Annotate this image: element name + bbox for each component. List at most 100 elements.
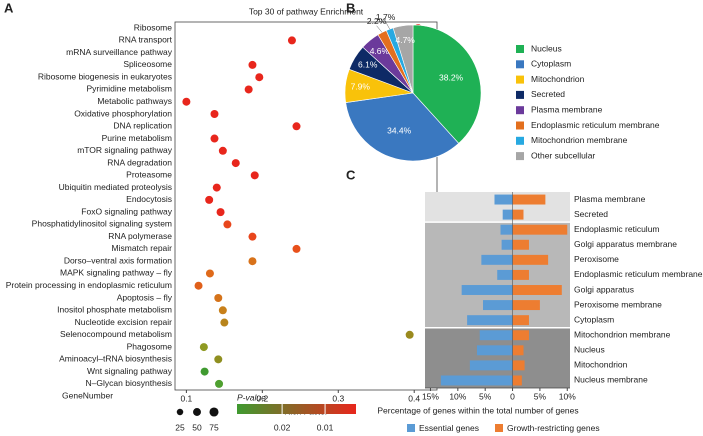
legend-label: Cytoplasm [531, 59, 571, 69]
y-tick-label: Phosphatidylinositol signaling system [32, 219, 172, 229]
size-legend-label: 50 [192, 422, 202, 432]
slice-label: 2.2% [367, 16, 387, 26]
y-tick-label: FoxO signaling pathway [81, 206, 172, 216]
dot [205, 195, 214, 204]
dot [214, 355, 223, 364]
bar [502, 209, 513, 220]
y-tick-label: Nucleus [574, 345, 605, 355]
panel-label: B [346, 0, 355, 15]
dot [212, 183, 221, 192]
y-tick-label: Ribosome biogenesis in eukaryotes [38, 71, 172, 81]
dot [244, 85, 253, 94]
bar [497, 269, 513, 280]
y-tick-label: Mismatch repair [112, 243, 173, 253]
dot [220, 318, 229, 327]
leader-line [376, 25, 383, 33]
y-tick-label: mRNA surveillance pathway [66, 47, 173, 57]
legend-swatch [516, 121, 524, 130]
y-tick-label: Peroxisome [574, 254, 619, 264]
y-tick-label: RNA polymerase [108, 231, 172, 241]
dot [215, 379, 224, 388]
y-tick-label: RNA degradation [107, 157, 172, 167]
legend-swatch [516, 106, 524, 115]
pie-slice [412, 24, 482, 144]
slice-label: 34.4% [387, 126, 412, 136]
bar [483, 300, 513, 311]
bar [512, 330, 529, 341]
chart-title: Top 30 of pathway Enrichment [249, 6, 364, 16]
y-tick-label: Ubiquitin mediated proteolysis [59, 182, 172, 192]
x-tick-label: 0.1 [180, 393, 192, 403]
dot [248, 60, 257, 69]
dot [210, 134, 219, 143]
size-legend-title: GeneNumber [62, 390, 113, 400]
legend-label: Endoplasmic reticulum membrane [531, 120, 660, 130]
dot [223, 220, 232, 229]
bar [501, 239, 513, 250]
y-tick-label: Endoplasmic reticulum [574, 224, 660, 234]
y-tick-label: Cytoplasm [574, 314, 614, 324]
bar [461, 285, 513, 295]
dot [216, 208, 225, 217]
bar [512, 224, 568, 235]
legend-label: Other subcellular [531, 150, 595, 160]
y-tick-label: Aminoacyl–tRNA biosynthesis [59, 354, 172, 364]
y-tick-label: Nucleotide excision repair [75, 317, 172, 327]
dot [200, 367, 209, 376]
legend-swatch [495, 424, 503, 432]
bar [512, 360, 525, 371]
x-tick-label: 15% [422, 391, 439, 401]
y-tick-label: mTOR signaling pathway [77, 145, 173, 155]
size-legend-label: 25 [175, 422, 185, 432]
dot [255, 73, 264, 82]
x-tick-label: 10% [559, 391, 576, 401]
color-tick-label: 0.01 [317, 422, 334, 432]
color-tick-label: 0.02 [274, 422, 291, 432]
legend-swatch [516, 90, 524, 99]
y-tick-label: Oxidative phosphorylation [74, 108, 172, 118]
y-tick-label: Proteasome [126, 170, 172, 180]
size-legend-label: 75 [209, 422, 219, 432]
y-tick-label: N–Glycan biosynthesis [86, 378, 172, 388]
dot [194, 281, 203, 290]
slice-label: 4.6% [370, 46, 390, 56]
size-legend-dot [209, 407, 219, 417]
y-tick-label: Nucleus membrane [574, 375, 648, 385]
x-tick-label: 5% [534, 391, 547, 401]
y-tick-label: Metabolic pathways [97, 96, 172, 106]
y-tick-label: Mitochondrion [574, 360, 628, 370]
bar [481, 254, 513, 265]
y-tick-label: Pyrimidine metabolism [87, 84, 173, 94]
y-tick-label: DNA replication [113, 121, 172, 131]
dot [405, 330, 414, 339]
x-tick-label: 5% [479, 391, 492, 401]
bar [512, 300, 540, 311]
legend-swatch [516, 45, 524, 53]
color-legend-title: P-value [237, 392, 266, 402]
bar [512, 239, 529, 250]
bar [512, 254, 549, 265]
y-tick-label: Endoplasmic reticulum membrane [574, 269, 703, 279]
y-tick-label: Secreted [574, 209, 608, 219]
y-tick-label: Endocytosis [126, 194, 172, 204]
slice-label: 38.2% [439, 73, 464, 83]
bar [512, 269, 529, 280]
legend-swatch [407, 424, 415, 432]
slice-label: 7.9% [351, 82, 371, 92]
y-tick-label: Apoptosis – fly [117, 292, 173, 302]
x-tick-label: 10% [449, 391, 466, 401]
panel-label: A [4, 0, 14, 15]
slice-label: 6.1% [358, 60, 378, 70]
bar [500, 224, 513, 235]
y-tick-label: Phagosome [127, 341, 173, 351]
legend-swatch [516, 152, 524, 161]
dot [231, 159, 240, 168]
bar [494, 194, 513, 205]
legend-label: Mitochondrion membrane [531, 135, 628, 145]
bar [467, 315, 513, 326]
bar [512, 315, 529, 326]
leader-line [385, 21, 390, 30]
x-axis-label: Percentage of genes within the total num… [377, 405, 578, 415]
size-legend-dot [193, 408, 201, 416]
